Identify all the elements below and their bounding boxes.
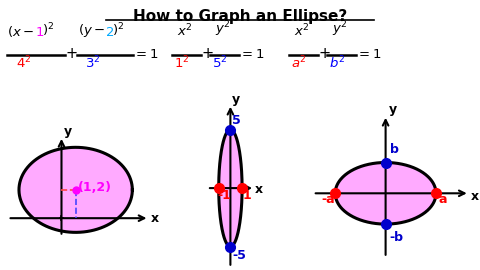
- Polygon shape: [19, 147, 132, 232]
- Text: x: x: [471, 190, 479, 203]
- Text: (1,2): (1,2): [78, 181, 112, 194]
- Text: -a: -a: [321, 193, 335, 206]
- Text: y: y: [64, 125, 72, 138]
- Text: 5: 5: [232, 114, 241, 127]
- Text: $)^2$: $)^2$: [42, 22, 54, 39]
- Text: $+$: $+$: [318, 46, 330, 61]
- Text: x: x: [151, 212, 159, 225]
- Text: $b^2$: $b^2$: [329, 55, 346, 72]
- Text: How to Graph an Ellipse?: How to Graph an Ellipse?: [133, 9, 347, 25]
- Polygon shape: [219, 130, 242, 247]
- Text: $2$: $2$: [105, 26, 114, 39]
- Text: -1: -1: [217, 189, 231, 202]
- Text: $x^2$: $x^2$: [177, 23, 192, 39]
- Text: $3^2$: $3^2$: [85, 55, 101, 72]
- Text: -b: -b: [390, 231, 404, 244]
- Text: $x^2$: $x^2$: [294, 23, 310, 39]
- Text: a: a: [439, 193, 447, 206]
- Text: $+$: $+$: [65, 46, 77, 61]
- Text: $= 1$: $= 1$: [239, 48, 264, 61]
- Text: x: x: [255, 183, 264, 196]
- Polygon shape: [335, 163, 436, 224]
- Text: $= 1$: $= 1$: [133, 48, 159, 61]
- Text: $y^2$: $y^2$: [215, 19, 231, 39]
- Text: $y^2$: $y^2$: [332, 19, 348, 39]
- Text: $(x-$: $(x-$: [7, 24, 35, 39]
- Text: y: y: [388, 103, 396, 116]
- Text: $5^2$: $5^2$: [212, 55, 228, 72]
- Text: $(y-$: $(y-$: [78, 22, 105, 39]
- Text: 1: 1: [243, 189, 252, 202]
- Text: y: y: [231, 93, 240, 106]
- Text: $1^2$: $1^2$: [174, 55, 189, 72]
- Text: $)^2$: $)^2$: [112, 22, 124, 39]
- Text: $1$: $1$: [35, 26, 44, 39]
- Text: $4^2$: $4^2$: [16, 55, 31, 72]
- Text: -5: -5: [232, 249, 246, 262]
- Text: $= 1$: $= 1$: [356, 48, 382, 61]
- Text: $a^2$: $a^2$: [291, 55, 306, 72]
- Text: b: b: [390, 143, 399, 156]
- Text: $+$: $+$: [201, 46, 213, 61]
